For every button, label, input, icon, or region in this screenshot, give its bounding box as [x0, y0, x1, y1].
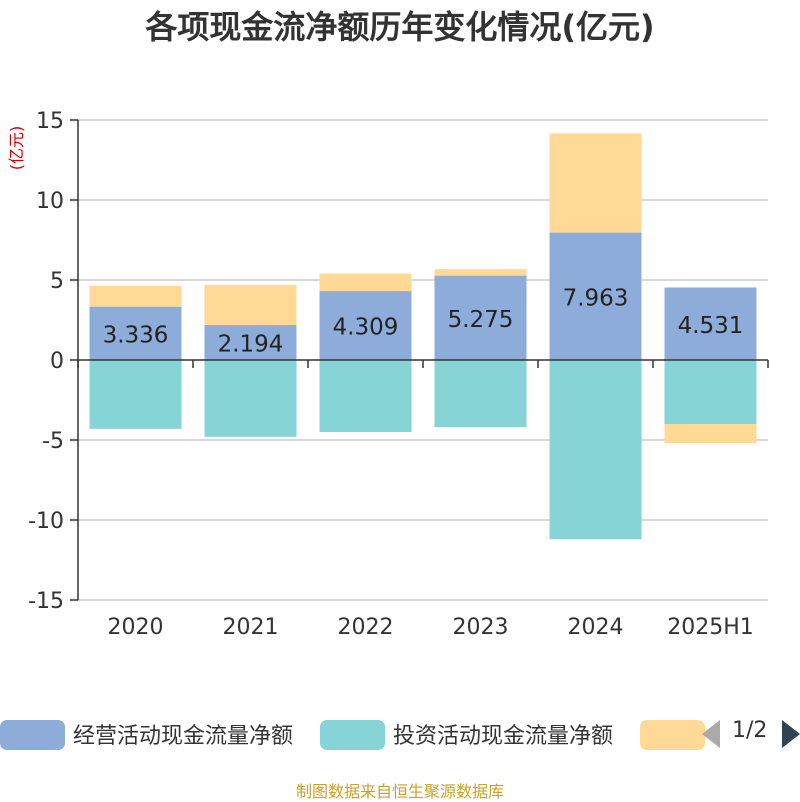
legend-swatch — [640, 720, 705, 750]
legend-prev-page-icon[interactable] — [702, 720, 720, 748]
x-tick-label: 2021 — [223, 615, 279, 640]
legend-swatch — [320, 720, 385, 750]
y-tick-label: -10 — [28, 509, 64, 534]
y-tick-label: 5 — [50, 269, 64, 294]
bar-segment-series-3[interactable] — [319, 273, 412, 292]
y-tick-label: -5 — [42, 429, 64, 454]
legend: 经营活动现金流量净额 投资活动现金流量净额 — [0, 714, 800, 754]
y-axis-title: (亿元) — [7, 126, 26, 171]
bar-data-label: 3.336 — [103, 322, 169, 348]
chart-title: 各项现金流净额历年变化情况(亿元) — [145, 8, 655, 46]
bar-segment-series-2[interactable] — [319, 360, 412, 432]
x-tick-label: 2025H1 — [667, 615, 754, 640]
bar-segment-series-3[interactable] — [549, 133, 642, 233]
bar-segment-series-1[interactable] — [434, 275, 527, 360]
bar-data-label: 4.309 — [333, 315, 399, 341]
bar-segment-series-2[interactable] — [434, 360, 527, 428]
legend-label: 投资活动现金流量净额 — [393, 724, 614, 749]
y-tick-label: 15 — [36, 109, 64, 134]
bar-data-label: 7.963 — [563, 285, 629, 311]
source-note: 制图数据来自恒生聚源数据库 — [295, 782, 504, 801]
legend-page-indicator: 1/2 — [732, 718, 768, 743]
x-tick-label: 2024 — [568, 615, 624, 640]
bar-segment-series-1[interactable] — [549, 232, 642, 360]
x-tick-label: 2023 — [453, 615, 509, 640]
x-tick-label: 2022 — [338, 615, 394, 640]
bar-segment-series-1[interactable] — [204, 324, 297, 360]
bar-segment-series-3[interactable] — [89, 285, 182, 307]
bar-segment-series-1[interactable] — [664, 287, 757, 360]
bar-data-label: 5.275 — [448, 307, 514, 333]
bar-segment-series-2[interactable] — [89, 360, 182, 429]
bar-segment-series-2[interactable] — [204, 360, 297, 437]
legend-next-page-icon[interactable] — [782, 720, 800, 748]
bar-segment-series-2[interactable] — [664, 360, 757, 424]
bar-data-label: 2.194 — [218, 331, 284, 357]
bar-segment-series-2[interactable] — [549, 360, 642, 540]
y-tick-label: 10 — [36, 189, 64, 214]
bar-segment-series-3[interactable] — [434, 269, 527, 276]
bar-segment-series-1[interactable] — [89, 306, 182, 360]
legend-swatch — [0, 720, 65, 750]
y-tick-label: 0 — [50, 349, 64, 374]
bar-segment-series-3[interactable] — [204, 284, 297, 325]
legend-label: 经营活动现金流量净额 — [73, 724, 294, 749]
y-tick-label: -15 — [28, 589, 64, 614]
x-tick-label: 2020 — [108, 615, 164, 640]
bar-data-label: 4.531 — [678, 313, 744, 339]
bar-segment-series-3[interactable] — [664, 424, 757, 444]
bar-segment-series-1[interactable] — [319, 291, 412, 360]
